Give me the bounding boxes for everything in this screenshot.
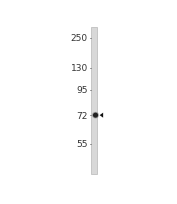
Text: 250: 250 bbox=[71, 34, 88, 43]
Ellipse shape bbox=[93, 113, 98, 118]
Bar bbox=[91, 28, 97, 174]
Text: 130: 130 bbox=[71, 64, 88, 73]
Text: 95: 95 bbox=[76, 86, 88, 95]
Polygon shape bbox=[100, 113, 103, 118]
Text: 55: 55 bbox=[76, 139, 88, 148]
Ellipse shape bbox=[92, 112, 99, 119]
Text: 72: 72 bbox=[77, 111, 88, 120]
